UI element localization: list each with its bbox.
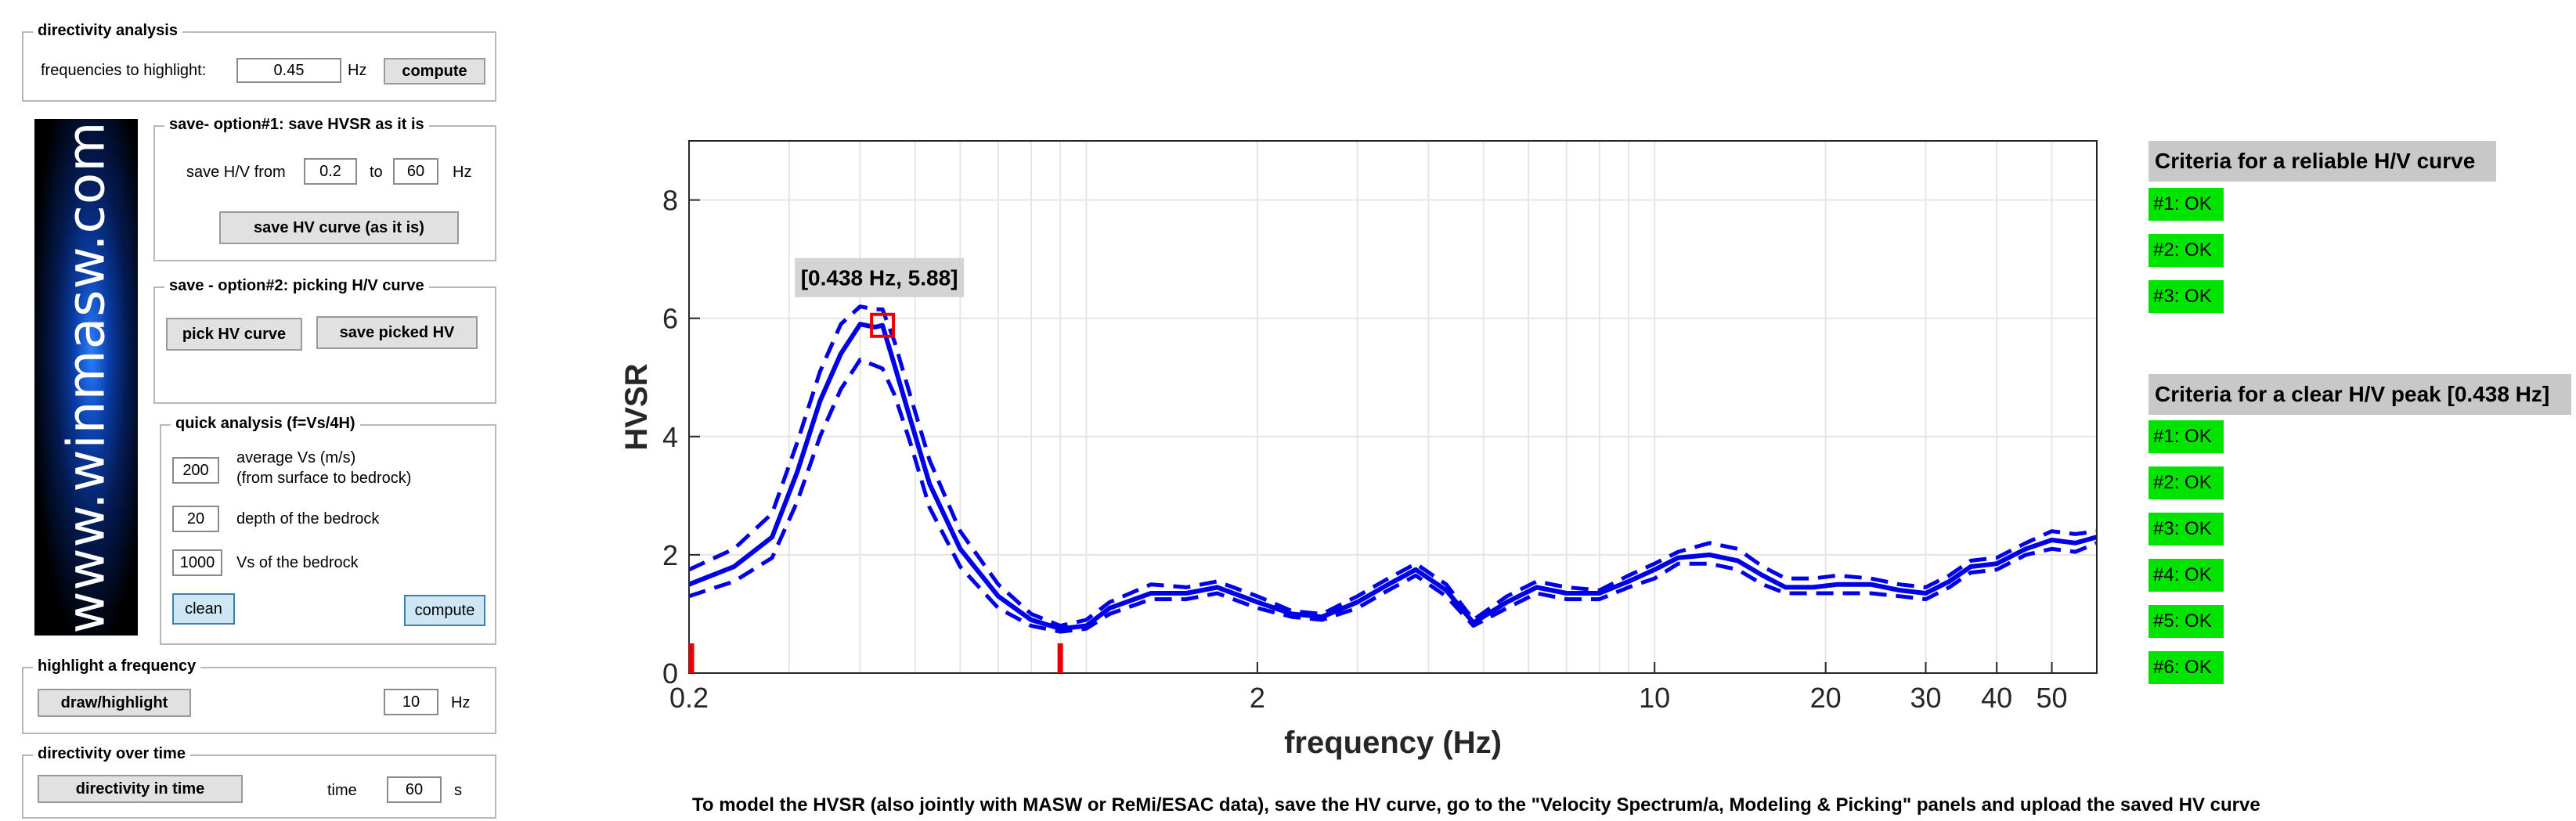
average-vs-label: average Vs (m/s) xyxy=(236,449,356,466)
criteria-peak-item-6: #6: OK xyxy=(2148,651,2224,684)
highlight-frequency-input[interactable] xyxy=(384,689,438,715)
save-option2-title: save - option#2: picking H/V curve xyxy=(164,277,429,295)
peak-annotation-box xyxy=(795,257,965,297)
x-tick-label: 40 xyxy=(1981,682,2012,714)
save-option1-panel: save- option#1: save HVSR as it is save … xyxy=(153,116,496,261)
bedrock-vs-label: Vs of the bedrock xyxy=(236,554,359,571)
frequencies-to-highlight-label: frequencies to highlight: xyxy=(41,62,207,79)
x-tick-label: 30 xyxy=(1910,682,1941,714)
save-to-input[interactable] xyxy=(393,158,438,185)
criteria-reliable-item-3: #3: OK xyxy=(2148,280,2224,313)
y-tick-label: 6 xyxy=(662,303,678,335)
time-input[interactable] xyxy=(387,776,442,803)
directivity-compute-button[interactable]: compute xyxy=(384,58,485,85)
save-from-label: save H/V from xyxy=(186,164,286,181)
y-tick-label: 2 xyxy=(662,539,678,571)
save-option1-title: save- option#1: save HVSR as it is xyxy=(164,116,429,134)
x-tick-label: 2 xyxy=(1250,682,1265,714)
criteria-peak-item-3: #3: OK xyxy=(2148,513,2224,546)
criteria-peak-item-2: #2: OK xyxy=(2148,466,2224,499)
x-axis-label: frequency (Hz) xyxy=(1284,726,1502,760)
highlight-unit-label: Hz xyxy=(451,694,471,711)
frequencies-to-highlight-input[interactable] xyxy=(236,58,341,83)
directivity-time-title: directivity over time xyxy=(33,745,190,763)
save-hv-curve-button[interactable]: save HV curve (as it is) xyxy=(219,211,459,244)
criteria-peak-title: Criteria for a clear H/V peak [0.438 Hz] xyxy=(2148,374,2571,415)
quick-clean-button[interactable]: clean xyxy=(172,593,235,625)
hvsr-mean-curve xyxy=(687,322,2098,632)
highlight-frequency-title: highlight a frequency xyxy=(33,657,201,675)
save-picked-hv-button[interactable]: save picked HV xyxy=(316,316,478,349)
y-tick-label: 0 xyxy=(662,657,678,690)
directivity-analysis-title: directivity analysis xyxy=(33,22,182,40)
save-from-input[interactable] xyxy=(304,158,357,185)
save-to-label: to xyxy=(370,164,383,181)
time-label: time xyxy=(327,782,357,799)
peak-marker xyxy=(870,312,896,338)
criteria-reliable-item-2: #2: OK xyxy=(2148,234,2224,267)
criteria-peak-item-1: #1: OK xyxy=(2148,420,2224,453)
y-axis-label: HVSR xyxy=(619,363,654,450)
average-vs-input[interactable] xyxy=(172,457,219,484)
average-vs-sublabel: (from surface to bedrock) xyxy=(236,470,412,487)
save-unit-label: Hz xyxy=(453,164,472,181)
x-tick-label: 0.2 xyxy=(669,682,709,714)
quick-analysis-title: quick analysis (f=Vs/4H) xyxy=(171,415,360,433)
x-tick-label: 20 xyxy=(1810,682,1842,714)
logo-glow xyxy=(34,119,138,636)
y-tick-label: 8 xyxy=(662,185,678,217)
criteria-reliable-title: Criteria for a reliable H/V curve xyxy=(2148,141,2496,182)
winmasw-logo: www.winmasw.com xyxy=(34,119,138,636)
x-tick-label: 50 xyxy=(2037,682,2068,714)
frequencies-unit-label: Hz xyxy=(348,62,367,79)
directivity-analysis-panel: directivity analysis frequencies to high… xyxy=(22,22,496,102)
criteria-peak-item-5: #5: OK xyxy=(2148,605,2224,638)
quick-analysis-panel: quick analysis (f=Vs/4H) average Vs (m/s… xyxy=(160,415,496,645)
hvsr-std-curve-1 xyxy=(687,304,2098,628)
pick-hv-curve-button[interactable]: pick HV curve xyxy=(166,318,302,351)
x-tick-label: 10 xyxy=(1639,682,1670,714)
criteria-reliable-item-1: #1: OK xyxy=(2148,188,2224,221)
time-unit-label: s xyxy=(454,782,462,799)
highlight-frequency-panel: highlight a frequency draw/highlight Hz xyxy=(22,657,496,734)
bedrock-depth-label: depth of the bedrock xyxy=(236,510,380,528)
bedrock-depth-input[interactable] xyxy=(172,506,219,532)
draw-highlight-button[interactable]: draw/highlight xyxy=(38,689,191,717)
bedrock-vs-input[interactable] xyxy=(172,549,222,576)
directivity-time-panel: directivity over time directivity in tim… xyxy=(22,745,496,819)
plot-frame xyxy=(688,140,2098,674)
directivity-in-time-button[interactable]: directivity in time xyxy=(38,775,243,803)
peak-annotation-text: [0.438 Hz, 5.88] xyxy=(801,266,958,290)
hvsr-std-curve-2 xyxy=(688,358,2098,634)
bottom-note: To model the HVSR (also jointly with MAS… xyxy=(692,794,2260,816)
quick-compute-button[interactable]: compute xyxy=(404,595,485,626)
criteria-peak-item-4: #4: OK xyxy=(2148,559,2224,592)
y-tick-label: 4 xyxy=(662,421,678,453)
save-option2-panel: save - option#2: picking H/V curve pick … xyxy=(153,277,496,404)
